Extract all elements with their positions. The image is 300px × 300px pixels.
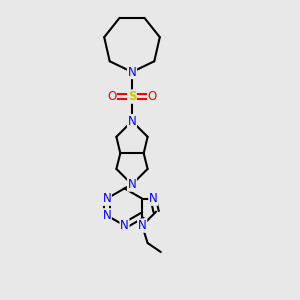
Text: N: N: [128, 115, 136, 128]
Text: N: N: [120, 219, 129, 232]
Text: N: N: [149, 192, 158, 205]
Text: N: N: [128, 65, 136, 79]
Text: S: S: [128, 90, 136, 103]
Text: O: O: [148, 90, 157, 103]
Text: N: N: [103, 209, 111, 222]
Text: O: O: [107, 90, 116, 103]
Text: N: N: [103, 192, 111, 205]
Text: N: N: [138, 219, 146, 232]
Text: N: N: [128, 178, 136, 191]
